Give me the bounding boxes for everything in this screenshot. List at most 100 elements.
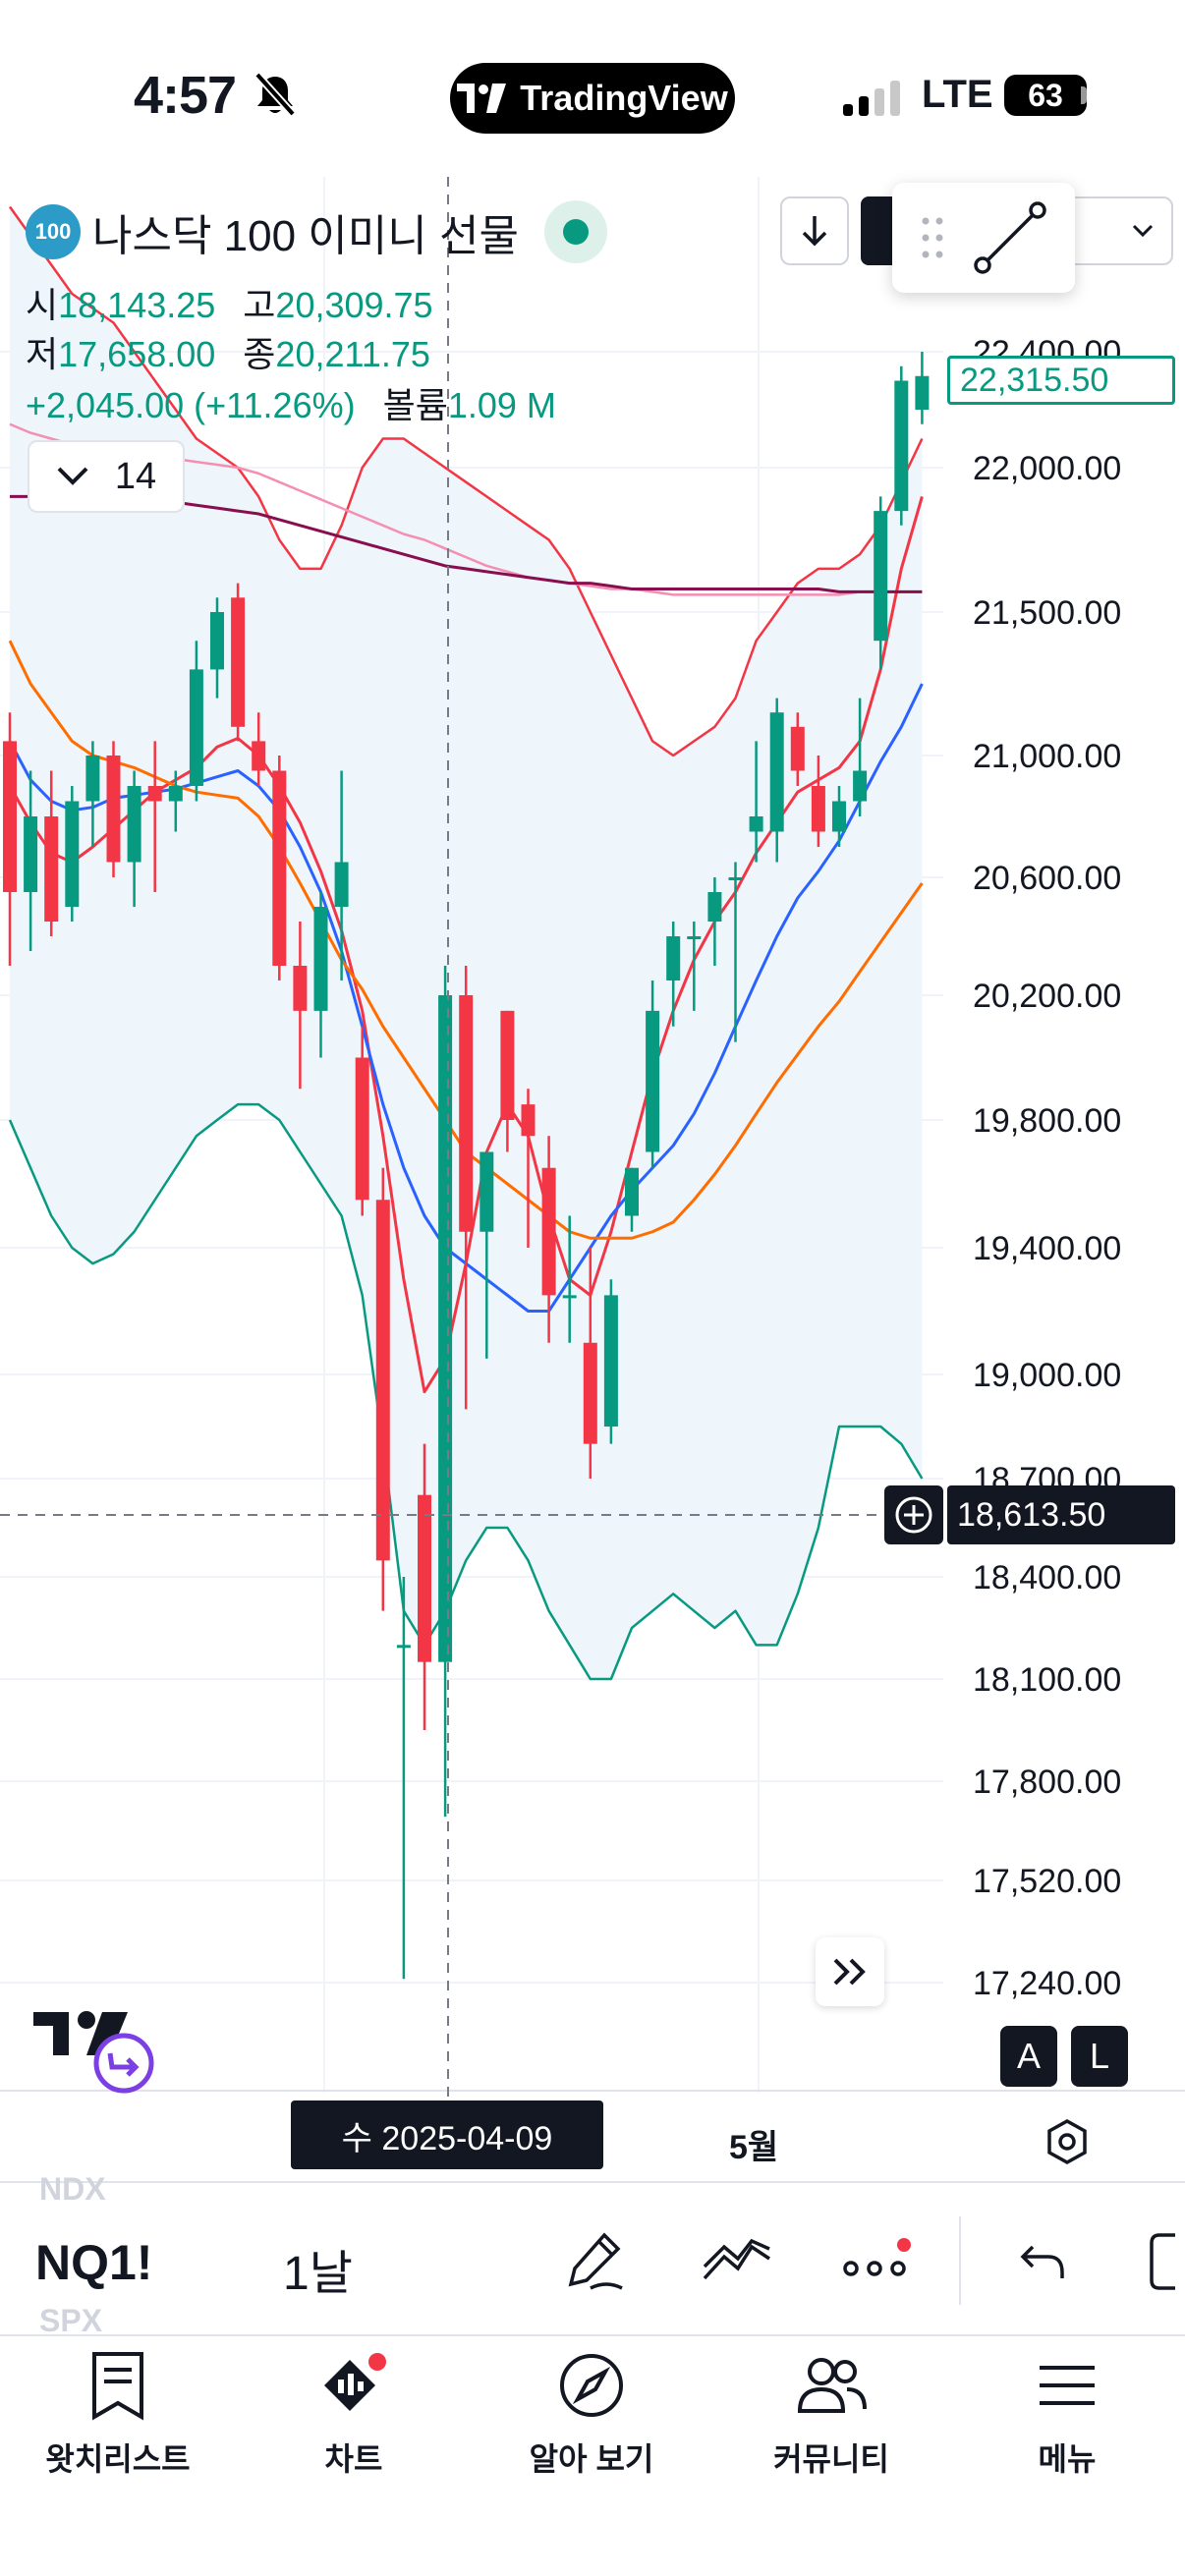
candle[interactable] [894,365,909,526]
candle[interactable] [832,786,846,847]
candle[interactable] [853,698,868,816]
candle[interactable] [687,922,702,1011]
nav-community-label: 커뮤니티 [773,2441,889,2477]
tradingview-pill[interactable]: TradingView [450,63,735,134]
chart-settings-icon[interactable] [1042,2116,1093,2167]
layout-dropdown-button[interactable] [1061,196,1173,265]
toolbar-divider [959,2216,961,2305]
price-axis[interactable]: 22,400.0022,000.0021,500.0021,000.0020,6… [973,334,1121,2002]
symbol-scroller-next[interactable]: SPX [39,2303,103,2338]
candle-body [603,1295,618,1427]
bollinger-upper-line [8,205,924,757]
log-scale-button[interactable]: L [1071,2026,1128,2087]
candle-body [65,801,80,907]
candle-body [106,756,121,863]
candle-body [438,995,453,1662]
candle[interactable] [500,1010,515,1152]
candle[interactable] [603,1279,618,1444]
candle[interactable] [147,741,162,892]
high-value: 20,309.75 [275,285,433,325]
symbol-title[interactable]: 나스닥 100 이미니 선물 [92,212,519,260]
status-time: 4:57 [134,66,237,125]
candle-body [231,597,246,727]
network-type: LTE [922,73,993,116]
undo-button[interactable] [1004,2222,1083,2301]
candle[interactable] [252,712,266,786]
indicators-collapse-button[interactable]: 14 [28,440,185,513]
candle[interactable] [728,862,743,1042]
add-alert-button[interactable] [884,1485,943,1544]
nav-watchlist[interactable]: 왓치리스트 [10,2350,226,2480]
candle[interactable] [375,1167,390,1611]
candle[interactable] [334,770,349,981]
more-dots-icon [843,2238,911,2276]
candle[interactable] [44,770,59,937]
download-button[interactable] [780,196,849,265]
candle[interactable] [168,770,183,832]
candle[interactable] [438,966,453,1818]
chart-icon [324,2353,386,2411]
candle[interactable] [646,980,660,1168]
candle[interactable] [355,1026,369,1216]
price-chart[interactable]: 22,400.0022,000.0021,500.0021,000.0020,6… [0,177,1185,2191]
candle[interactable] [562,1215,577,1343]
layout-button[interactable] [861,196,894,265]
candle[interactable] [231,583,246,742]
drawing-tools-button[interactable] [556,2222,635,2301]
candle-body [832,801,846,832]
candle[interactable] [210,597,224,699]
nav-menu[interactable]: 메뉴 [959,2350,1175,2480]
candle[interactable] [85,741,100,847]
candle-body [915,375,930,410]
drag-handle-icon[interactable] [918,213,947,262]
indicators-button[interactable] [698,2222,776,2301]
candle[interactable] [127,770,141,908]
candle[interactable] [521,1089,536,1248]
scroll-to-realtime-button[interactable] [816,1937,884,2006]
candle[interactable] [65,786,80,922]
candle-body [707,892,722,922]
candle[interactable] [625,1167,639,1232]
candle[interactable] [666,922,681,1027]
toolbar-symbol-button[interactable]: NQ1! [35,2235,153,2290]
candle[interactable] [707,877,722,966]
more-options-button[interactable] [837,2222,916,2301]
candle[interactable] [583,1248,597,1479]
candles[interactable] [3,352,930,1980]
candle-body [521,1104,536,1137]
candle[interactable] [459,966,474,1410]
fullscreen-button[interactable] [1146,2222,1185,2301]
candle-body [853,770,868,802]
candle-body [252,741,266,771]
candle[interactable] [106,741,121,877]
candle[interactable] [915,352,930,424]
candle[interactable] [189,641,203,802]
symbol-scroller-prev[interactable]: NDX [39,2171,106,2207]
trend-line-icon[interactable] [971,198,1049,277]
market-status-badge[interactable] [543,200,607,263]
battery-indicator: 63 [1004,75,1087,116]
candle[interactable] [396,1577,411,1980]
nav-explore[interactable]: 알아 보기 [483,2350,700,2480]
interval-button[interactable]: 1날 [283,2248,353,2300]
candle[interactable] [293,922,308,1090]
candle[interactable] [749,741,763,863]
auto-scale-button[interactable]: A [1000,2026,1057,2087]
drawing-tool-popup[interactable] [892,183,1075,293]
candle[interactable] [874,496,888,670]
candle[interactable] [480,1151,494,1359]
symbol-header[interactable]: 100 나스닥 100 이미니 선물 [26,200,607,263]
candle[interactable] [790,712,805,786]
candle[interactable] [811,756,825,847]
undo-icon [1020,2245,1064,2278]
candle[interactable] [541,1136,556,1343]
candle[interactable] [418,1443,431,1730]
candle[interactable] [24,770,38,952]
candle[interactable] [272,756,287,980]
candle[interactable] [313,892,328,1058]
candle[interactable] [769,698,784,863]
fullscreen-icon [1150,2233,1175,2290]
nav-chart[interactable]: 차트 [246,2350,462,2480]
candle[interactable] [3,712,17,966]
nav-community[interactable]: 커뮤니티 [723,2350,939,2480]
